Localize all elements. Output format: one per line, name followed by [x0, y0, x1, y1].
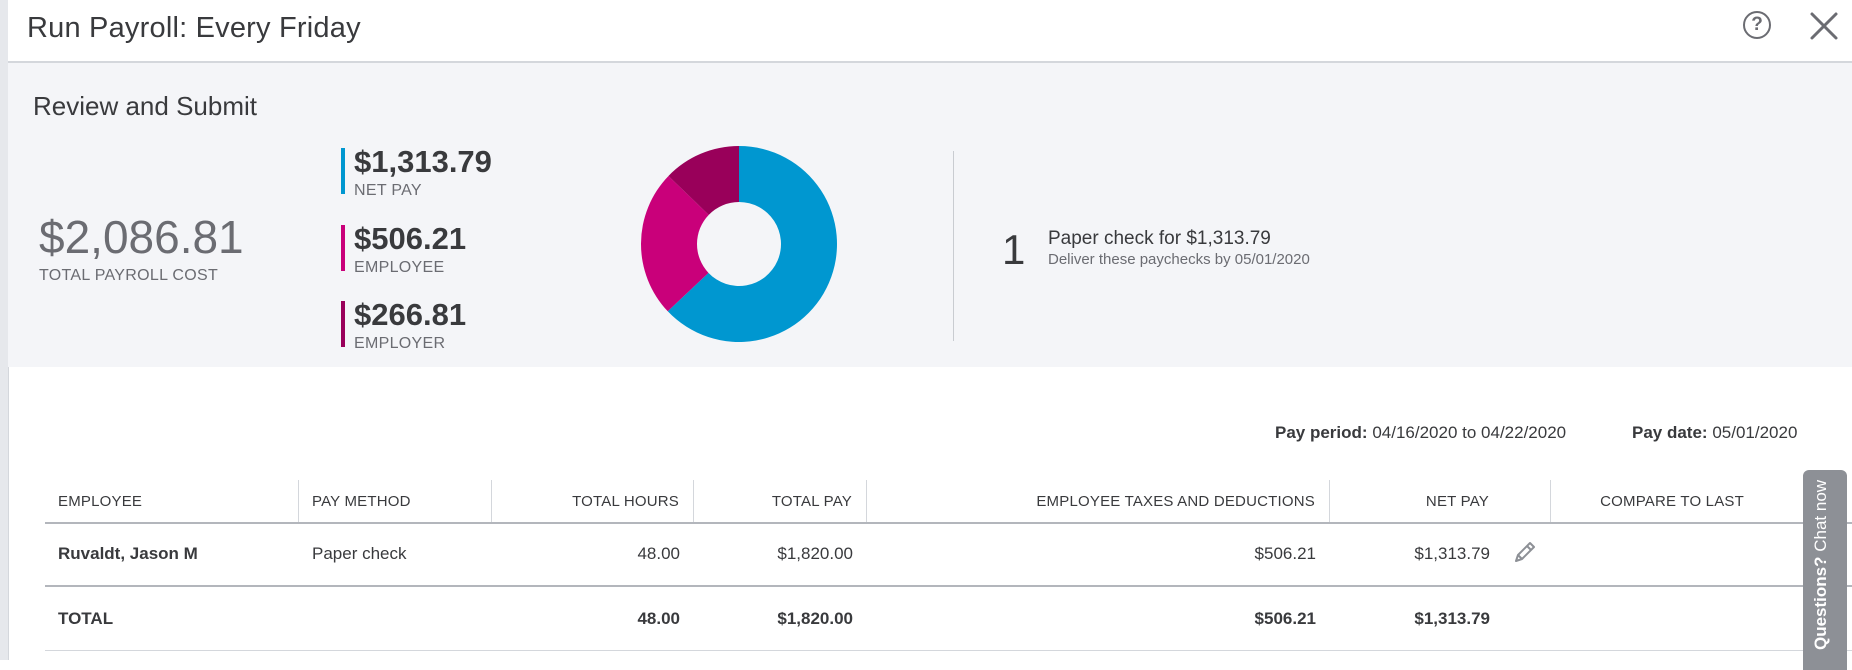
net-pay-label: NET PAY: [354, 182, 422, 199]
divider: [953, 151, 954, 341]
employee-label: EMPLOYEE: [354, 259, 445, 276]
column-header-employee[interactable]: EMPLOYEE: [45, 480, 299, 522]
employer-amount: $266.81: [354, 297, 467, 332]
close-icon[interactable]: [1806, 8, 1842, 44]
payroll-donut-chart: [641, 146, 837, 342]
employee-name[interactable]: Ruvaldt, Jason M: [58, 543, 198, 563]
net-pay-amount: $1,313.79: [354, 144, 492, 179]
net-pay-sum: $1,313.79: [1414, 608, 1490, 628]
total-payroll-cost-label: TOTAL PAYROLL COST: [39, 267, 219, 284]
net-pay: $1,313.79: [1414, 543, 1490, 563]
employee-taxes: $506.21: [1254, 543, 1316, 563]
pay-date-value: 05/01/2020: [1712, 423, 1798, 442]
table-total-row: TOTAL 48.00 $1,820.00 $506.21 $1,313.79: [45, 587, 1852, 651]
pay-period: Pay period: 04/16/2020 to 04/22/2020: [1275, 423, 1566, 443]
payroll-summary: Review and Submit $2,086.81 TOTAL PAYROL…: [8, 63, 1852, 367]
column-header-net-pay[interactable]: NET PAY: [1330, 480, 1551, 522]
chat-now-label[interactable]: Questions? Chat now: [1811, 479, 1830, 650]
total-label: TOTAL: [58, 608, 114, 628]
employer-color-bar: [341, 301, 345, 347]
paycheck-count: 1: [1002, 226, 1026, 273]
column-header-compare-to-last[interactable]: COMPARE TO LAST: [1600, 492, 1744, 510]
employee-taxes-sum: $506.21: [1254, 608, 1316, 628]
pay-period-value: 04/16/2020 to 04/22/2020: [1372, 423, 1567, 442]
column-header-total-pay[interactable]: TOTAL PAY: [694, 480, 867, 522]
help-icon[interactable]: ?: [1743, 11, 1771, 39]
column-header-pay-method[interactable]: PAY METHOD: [299, 480, 492, 522]
table-header-row: EMPLOYEE PAY METHOD TOTAL HOURS TOTAL PA…: [45, 480, 1852, 524]
paycheck-description: Paper check for $1,313.79: [1048, 228, 1271, 249]
paycheck-delivery-note: Deliver these paychecks by 05/01/2020: [1048, 251, 1310, 268]
chat-now-tab[interactable]: Questions? Chat now: [1803, 470, 1847, 670]
total-hours-sum: 48.00: [637, 608, 680, 628]
employee-amount: $506.21: [354, 221, 467, 256]
pay-method: Paper check: [312, 543, 407, 563]
dialog-header: Run Payroll: Every Friday ?: [8, 0, 1852, 63]
column-header-total-hours[interactable]: TOTAL HOURS: [492, 480, 694, 522]
total-pay-sum: $1,820.00: [777, 608, 853, 628]
table-row: Ruvaldt, Jason M Paper check 48.00 $1,82…: [45, 522, 1852, 587]
section-title: Review and Submit: [33, 91, 257, 121]
pay-period-label: Pay period:: [1275, 423, 1368, 442]
employer-label: EMPLOYER: [354, 335, 446, 352]
donut-slice-employee: [641, 175, 709, 312]
pay-date-label: Pay date:: [1632, 423, 1708, 442]
donut-slice-employer: [668, 146, 739, 215]
column-header-employee-taxes[interactable]: EMPLOYEE TAXES AND DEDUCTIONS: [867, 480, 1330, 522]
net-pay-color-bar: [341, 148, 345, 194]
page-title: Run Payroll: Every Friday: [27, 12, 361, 44]
total-hours: 48.00: [637, 543, 680, 563]
pay-date: Pay date: 05/01/2020: [1632, 423, 1797, 443]
pencil-icon[interactable]: [1510, 537, 1540, 567]
donut-slice-net-pay: [667, 146, 837, 342]
employee-color-bar: [341, 225, 345, 271]
total-payroll-cost: $2,086.81: [39, 211, 244, 263]
total-pay: $1,820.00: [777, 543, 853, 563]
